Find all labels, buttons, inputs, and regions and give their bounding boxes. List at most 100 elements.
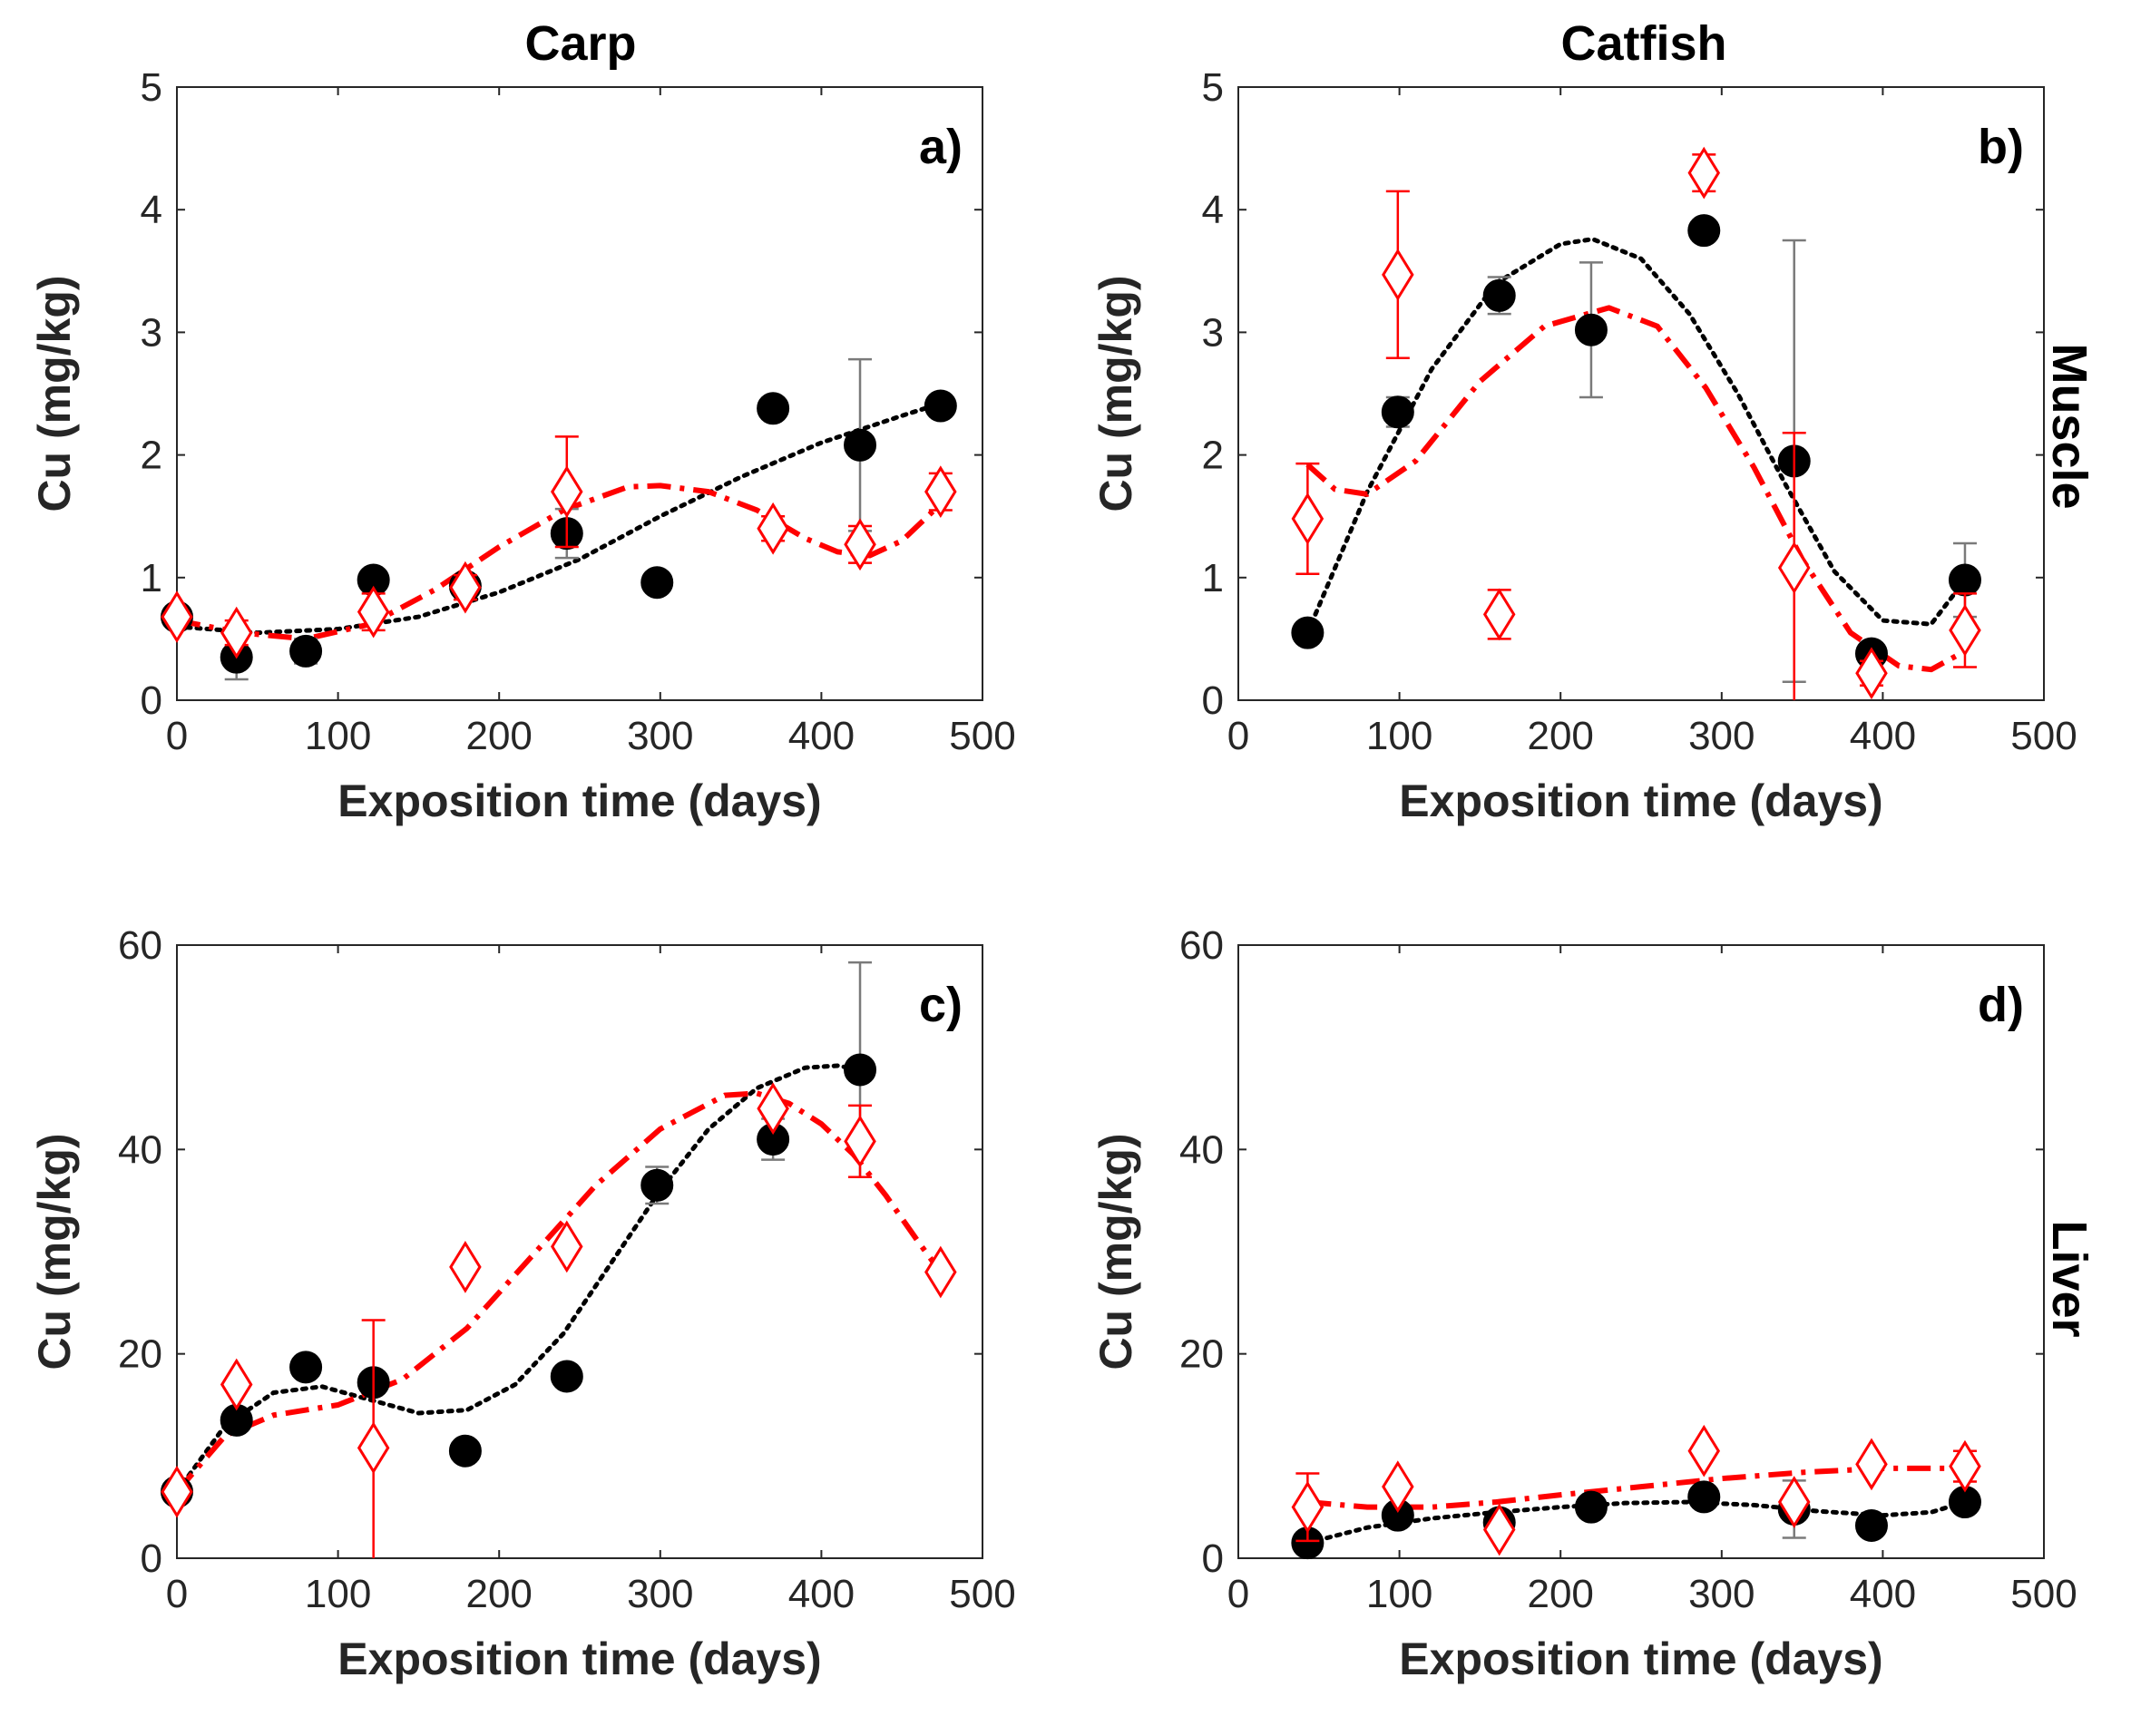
data-point-black (844, 1053, 877, 1087)
x-tick-label: 400 (1850, 714, 1916, 758)
y-tick-label: 1 (1202, 556, 1224, 600)
panel-a: 0 100 200 300 400 500 0 1 2 3 4 5 Exposition time (d… (29, 65, 1016, 826)
fit-curve-black (1305, 237, 1968, 636)
data-point-red-diamond (757, 1082, 789, 1136)
x-tick-label: 400 (1850, 1572, 1916, 1616)
data-point-black (640, 1168, 674, 1202)
data-point-red-diamond (1777, 1476, 1811, 1528)
data-point-red-diamond (844, 1115, 876, 1168)
x-tick-label: 300 (1688, 1572, 1755, 1616)
data-point-red-diamond (161, 1465, 193, 1518)
y-tick-label: 40 (118, 1127, 162, 1172)
x-tick-label: 200 (465, 714, 532, 758)
data-point-black (924, 389, 957, 423)
y-tick-label: 2 (141, 434, 162, 478)
data-point-red-diamond (1382, 1460, 1414, 1513)
data-point-black (448, 1434, 482, 1468)
data-point-red-diamond (1382, 248, 1414, 301)
y-tick-label: 5 (1202, 65, 1224, 110)
y-tick-label: 5 (141, 65, 162, 110)
y-tick-label: 2 (1202, 434, 1224, 478)
y-tick-label: 60 (1179, 923, 1224, 968)
data-point-black (1574, 313, 1608, 346)
data-point-black (1687, 214, 1721, 248)
y-tick-label: 1 (141, 556, 162, 600)
x-tick-label: 500 (949, 1572, 1015, 1616)
data-point-black (1291, 616, 1325, 649)
x-tick-label: 400 (788, 1572, 855, 1616)
fit-curve-black (177, 1063, 863, 1495)
x-tick-label: 0 (166, 714, 188, 758)
data-point-red-diamond (844, 518, 876, 571)
data-point-red-diamond (1482, 1503, 1516, 1556)
x-tick-label: 200 (1527, 1572, 1593, 1616)
data-point-red-diamond (161, 590, 193, 643)
panel-c: 0 100 200 300 400 500 0 20 40 60 Exposition time (… (29, 923, 1016, 1684)
y-tick-label: 20 (1179, 1332, 1224, 1377)
data-point-black (1687, 1480, 1721, 1514)
panel-label: a) (919, 120, 963, 174)
data-point-red-diamond (449, 561, 482, 614)
fit-curve-red (177, 1090, 943, 1494)
x-tick-label: 500 (2010, 714, 2077, 758)
x-tick-label: 300 (1688, 714, 1755, 758)
data-point-red-diamond (1482, 588, 1516, 641)
axes-box (1237, 944, 2045, 1559)
panel-label: c) (919, 978, 963, 1032)
x-tick-label: 500 (2010, 1572, 2077, 1616)
data-point-red-diamond (220, 1358, 253, 1411)
panel-label: b) (1978, 120, 2024, 174)
data-point-red-diamond (1291, 493, 1325, 545)
x-tick-label: 0 (1227, 714, 1249, 758)
panel-label: d) (1978, 978, 2024, 1032)
y-tick-label: 0 (141, 678, 162, 723)
data-point-red-diamond (1687, 146, 1721, 200)
data-point-red-diamond (1777, 541, 1811, 594)
data-point-black (550, 1360, 583, 1393)
data-point-black (1574, 1490, 1608, 1524)
fit-curve-black (177, 401, 943, 636)
fit-curve-black (1305, 1499, 1968, 1546)
panel-b: 0 100 200 300 400 500 0 1 2 3 4 5 Exposition time (d… (1090, 65, 2077, 826)
data-point-black (289, 1351, 323, 1384)
x-axis-label: Exposition time (days) (1399, 775, 1882, 826)
data-point-black (1948, 563, 1981, 597)
data-point-black (757, 392, 790, 425)
data-point-black (844, 428, 877, 462)
y-axis-label: Cu (mg/kg) (29, 275, 80, 512)
fit-curve-red (1307, 1465, 1965, 1510)
x-tick-label: 100 (305, 714, 371, 758)
x-tick-label: 100 (1366, 714, 1432, 758)
data-point-red-diamond (449, 1241, 482, 1293)
x-tick-label: 300 (627, 1572, 693, 1616)
y-axis-label: Cu (mg/kg) (29, 1133, 80, 1370)
data-point-red-diamond (357, 585, 390, 639)
data-point-red-diamond (551, 1220, 583, 1273)
data-point-black (289, 634, 323, 668)
data-point-red-diamond (1949, 604, 1981, 657)
data-point-red-diamond (551, 465, 583, 519)
data-point-red-diamond (1949, 1439, 1981, 1493)
column-title-catfish: Catfish (1560, 16, 1726, 71)
data-point-black (1381, 395, 1414, 429)
data-point-red-diamond (357, 1421, 390, 1475)
x-tick-label: 200 (1527, 714, 1593, 758)
data-point-red-diamond (924, 465, 957, 519)
y-tick-label: 0 (1202, 678, 1224, 723)
data-point-red-diamond (1855, 1438, 1888, 1491)
y-tick-label: 4 (1202, 188, 1224, 232)
y-axis-label: Cu (mg/kg) (1090, 1133, 1141, 1370)
x-tick-label: 100 (1366, 1572, 1432, 1616)
panel-d: 0 100 200 300 400 500 0 20 40 60 Exposition time (… (1090, 923, 2077, 1684)
x-tick-label: 0 (166, 1572, 188, 1616)
y-axis-label: Cu (mg/kg) (1090, 275, 1141, 512)
data-point-red-diamond (757, 502, 789, 555)
row-label-liver: Liver (2042, 1220, 2097, 1337)
y-tick-label: 0 (1202, 1536, 1224, 1581)
data-point-red-diamond (1687, 1424, 1721, 1478)
row-label-muscle: Muscle (2042, 343, 2097, 509)
column-title-carp: Carp (524, 16, 636, 71)
x-tick-label: 100 (305, 1572, 371, 1616)
axes-box (176, 86, 983, 701)
